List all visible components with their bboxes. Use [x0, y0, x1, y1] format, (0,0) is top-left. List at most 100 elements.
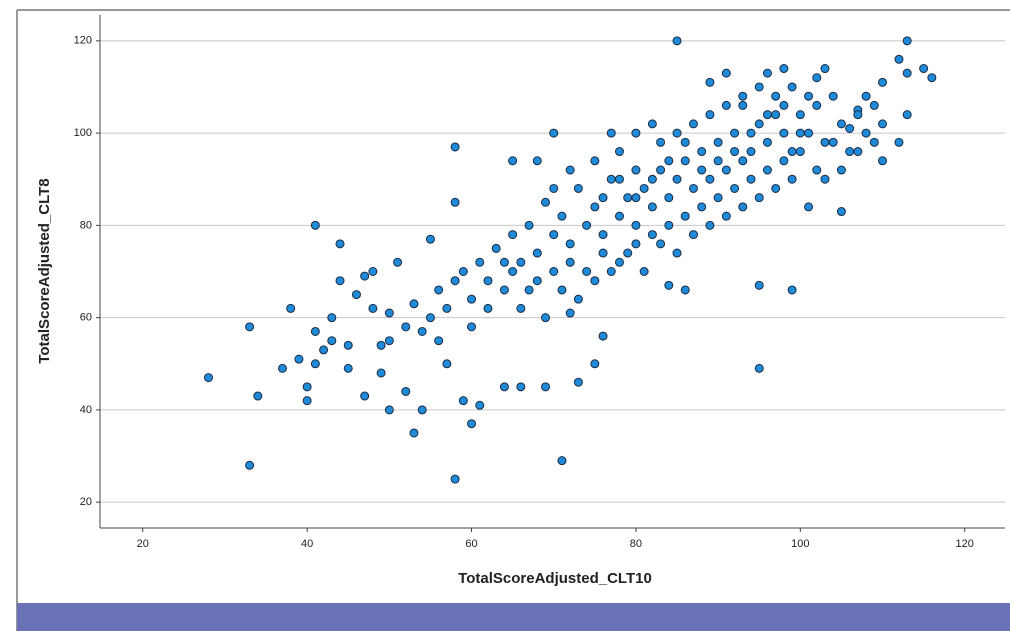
point: [845, 147, 855, 157]
point: [746, 147, 756, 157]
point: [582, 220, 592, 230]
point: [894, 137, 904, 147]
point: [771, 183, 781, 193]
point: [721, 211, 731, 221]
point: [697, 202, 707, 212]
point: [845, 123, 855, 133]
point: [779, 156, 789, 166]
point: [425, 313, 435, 323]
point: [746, 174, 756, 184]
point: [582, 267, 592, 276]
point: [483, 276, 493, 286]
point: [631, 193, 641, 203]
point: [475, 257, 485, 267]
point: [467, 294, 477, 304]
point: [614, 257, 624, 267]
point: [828, 91, 838, 101]
point: [705, 77, 715, 87]
point: [368, 303, 378, 313]
point: [606, 174, 616, 184]
point: [327, 313, 337, 323]
point: [656, 239, 666, 249]
point: [713, 137, 723, 147]
point: [705, 110, 715, 120]
y-axis-title: TotalScoreAdjusted_CLT8: [36, 178, 53, 363]
point: [771, 91, 781, 101]
point: [647, 119, 657, 129]
point: [614, 174, 624, 184]
point: [499, 382, 509, 392]
point: [738, 156, 748, 166]
point: [754, 280, 764, 290]
point: [508, 156, 518, 166]
point: [730, 128, 740, 138]
point: [499, 285, 509, 295]
point: [310, 359, 320, 369]
point: [787, 285, 797, 295]
point: [335, 276, 345, 286]
point: [532, 248, 542, 258]
point: [754, 193, 764, 203]
point: [836, 207, 846, 217]
point: [927, 73, 937, 83]
point: [606, 128, 616, 138]
point: [573, 294, 583, 304]
status-bar: [17, 603, 1010, 631]
point: [417, 326, 427, 336]
point: [787, 82, 797, 92]
point: [688, 230, 698, 240]
point: [590, 359, 600, 369]
point: [878, 77, 888, 87]
x-tick-label: 120: [956, 538, 974, 550]
x-tick-label: 60: [465, 538, 477, 550]
point: [639, 183, 649, 193]
point: [631, 220, 641, 230]
point: [894, 54, 904, 64]
point: [680, 285, 690, 295]
point: [442, 303, 452, 313]
point: [795, 110, 805, 120]
point: [565, 257, 575, 267]
point: [713, 193, 723, 203]
point: [549, 267, 559, 276]
x-tick-label: 80: [630, 538, 642, 550]
point: [384, 308, 394, 318]
point: [902, 110, 912, 120]
point: [804, 202, 814, 212]
point: [656, 165, 666, 175]
point: [450, 142, 460, 152]
point: [343, 363, 353, 373]
point: [319, 345, 329, 355]
point: [861, 128, 871, 138]
point: [475, 400, 485, 410]
point: [647, 202, 657, 212]
point: [376, 368, 386, 378]
point: [878, 156, 888, 166]
point: [804, 91, 814, 101]
point: [409, 428, 419, 438]
point: [590, 156, 600, 166]
y-tick-label: 20: [80, 496, 92, 508]
point: [532, 276, 542, 286]
point: [442, 359, 452, 369]
point: [853, 110, 863, 120]
point: [524, 220, 534, 230]
point: [672, 248, 682, 258]
point: [820, 137, 830, 147]
point: [861, 91, 871, 101]
point: [631, 128, 641, 138]
point: [598, 331, 608, 341]
point: [360, 271, 370, 281]
point: [738, 100, 748, 110]
point: [672, 36, 682, 46]
point: [672, 128, 682, 138]
point: [573, 377, 583, 387]
point: [672, 174, 682, 184]
point: [779, 128, 789, 138]
point: [713, 156, 723, 166]
point: [705, 220, 715, 230]
point: [598, 230, 608, 240]
point: [664, 280, 674, 290]
point: [902, 36, 912, 46]
